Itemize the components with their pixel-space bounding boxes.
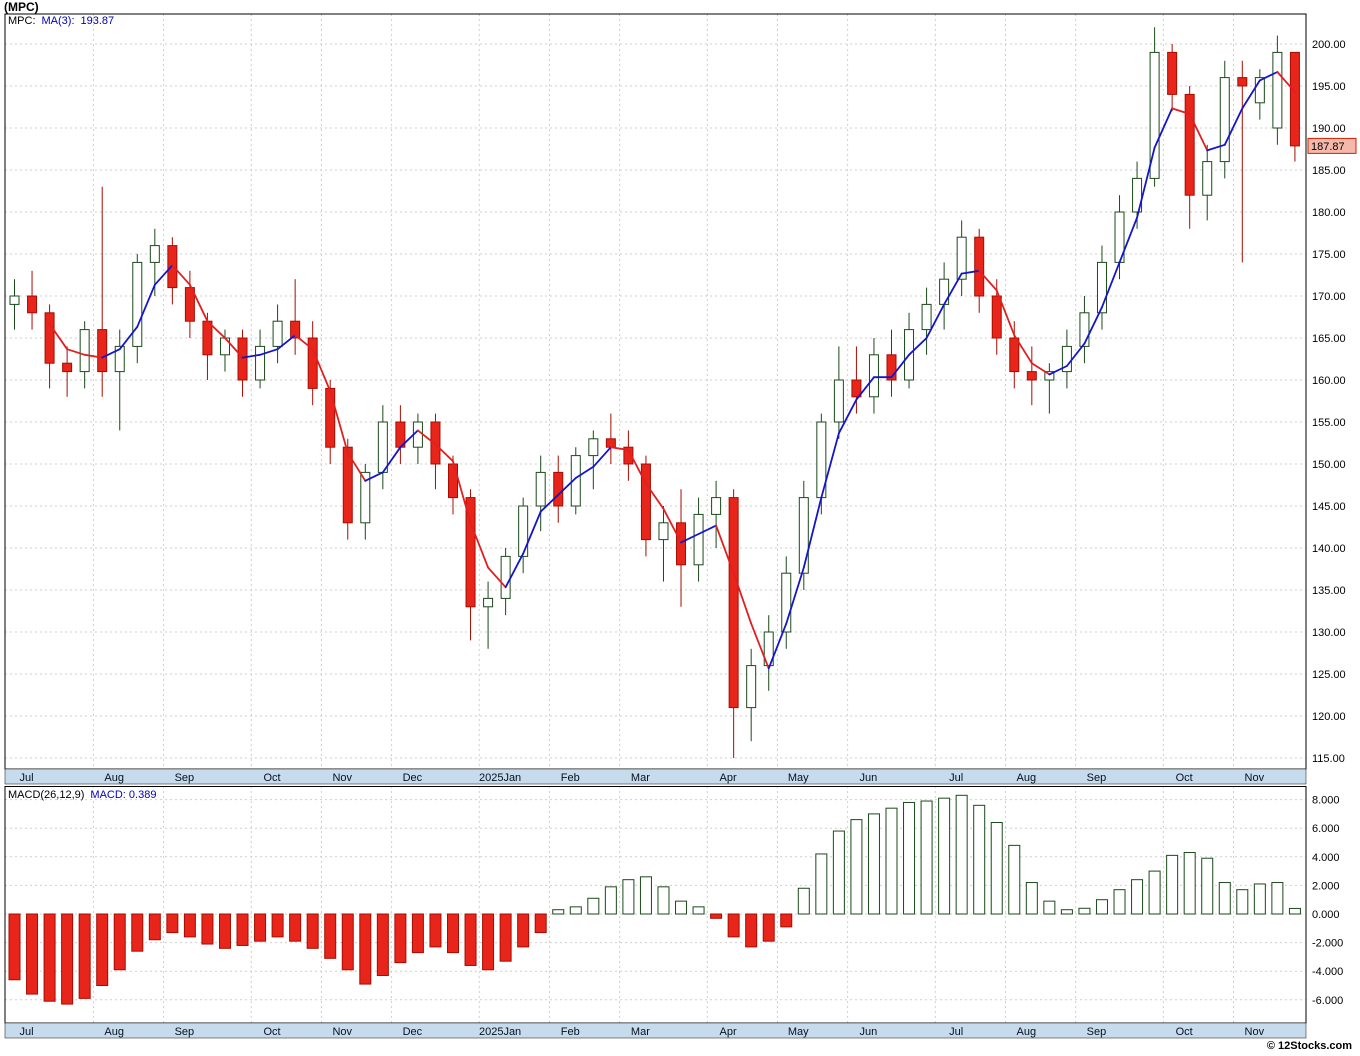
svg-text:Oct: Oct — [1176, 772, 1193, 784]
svg-text:Jul: Jul — [949, 1026, 963, 1038]
svg-text:Feb: Feb — [561, 772, 580, 784]
svg-text:Jul: Jul — [19, 772, 33, 784]
ma-label: MA(3): — [41, 15, 75, 27]
svg-text:Oct: Oct — [263, 772, 280, 784]
svg-text:Jul: Jul — [19, 1026, 33, 1038]
svg-text:135.00: 135.00 — [1312, 585, 1346, 597]
svg-text:4.000: 4.000 — [1312, 852, 1340, 864]
last-price-marker — [1307, 137, 1357, 154]
svg-text:Sep: Sep — [175, 1026, 195, 1038]
svg-text:2.000: 2.000 — [1312, 880, 1340, 892]
svg-text:Apr: Apr — [720, 772, 737, 784]
macd-axis-labels: 8.000 6.000 4.000 2.000 0.000 -2.000 -4.000 -6.… — [1312, 795, 1343, 1007]
macd-bars — [8, 794, 1301, 1005]
svg-text:190.00: 190.00 — [1312, 123, 1346, 135]
svg-text:150.00: 150.00 — [1312, 459, 1346, 471]
svg-text:0.000: 0.000 — [1312, 909, 1340, 921]
svg-text:Sep: Sep — [1087, 1026, 1107, 1038]
svg-text:Mar: Mar — [631, 1026, 650, 1038]
svg-text:Dec: Dec — [403, 1026, 423, 1038]
macd-month-labels: Jul Aug Sep Oct Nov Dec 2025Jan Feb Mar Apr May Jun… — [19, 1026, 1264, 1038]
svg-text:Aug: Aug — [104, 1026, 124, 1038]
svg-text:Mar: Mar — [631, 772, 650, 784]
ma3-line — [48, 71, 1296, 670]
svg-text:May: May — [788, 772, 809, 784]
svg-text:6.000: 6.000 — [1312, 823, 1340, 835]
price-month-labels: Jul Aug Sep Oct Nov Dec 2025Jan Feb Mar Apr May Jun… — [19, 772, 1264, 784]
macd-month-strip — [4, 1022, 1307, 1039]
svg-text:160.00: 160.00 — [1312, 375, 1346, 387]
svg-text:Apr: Apr — [720, 1026, 737, 1038]
svg-text:Aug: Aug — [104, 772, 124, 784]
symbol-label: MPC: — [8, 15, 36, 27]
svg-text:170.00: 170.00 — [1312, 291, 1346, 303]
svg-text:2025Jan: 2025Jan — [479, 1026, 521, 1038]
svg-text:-2.000: -2.000 — [1312, 938, 1343, 950]
price-gridlines — [5, 14, 1306, 769]
svg-text:180.00: 180.00 — [1312, 207, 1346, 219]
price-plot-border — [4, 13, 1307, 770]
page-title: (MPC) — [4, 0, 39, 14]
macd-histogram-chart: 8.000 6.000 4.000 2.000 0.000 -2.000 -4.000 -6.… — [4, 786, 1343, 1039]
macd-value-label: MACD: 0.389 — [90, 789, 157, 801]
svg-text:145.00: 145.00 — [1312, 501, 1346, 513]
macd-params-label: MACD(26,12,9) — [8, 789, 85, 801]
ma-value: 193.87 — [80, 15, 115, 27]
svg-text:Nov: Nov — [332, 772, 352, 784]
svg-text:195.00: 195.00 — [1312, 81, 1346, 93]
svg-text:Nov: Nov — [332, 1026, 352, 1038]
price-candlestick-chart: 200.00 195.00 190.00 185.00 180.00 175.00 170.… — [4, 13, 1357, 785]
svg-text:187.87: 187.87 — [1311, 141, 1345, 153]
svg-text:Aug: Aug — [1016, 772, 1036, 784]
watermark-12stocks: © 12Stocks.com — [1266, 1040, 1352, 1052]
svg-text:130.00: 130.00 — [1312, 627, 1346, 639]
svg-text:Jun: Jun — [860, 772, 878, 784]
svg-text:Nov: Nov — [1245, 772, 1265, 784]
svg-text:120.00: 120.00 — [1312, 711, 1346, 723]
svg-text:Aug: Aug — [1016, 1026, 1036, 1038]
svg-text:Oct: Oct — [1176, 1026, 1193, 1038]
svg-text:May: May — [788, 1026, 809, 1038]
svg-text:Jun: Jun — [860, 1026, 878, 1038]
svg-text:140.00: 140.00 — [1312, 543, 1346, 555]
price-month-strip — [4, 768, 1307, 785]
svg-text:Feb: Feb — [561, 1026, 580, 1038]
svg-text:Dec: Dec — [403, 772, 423, 784]
svg-text:185.00: 185.00 — [1312, 165, 1346, 177]
svg-text:Sep: Sep — [175, 772, 195, 784]
macd-gridlines — [5, 786, 1306, 1023]
svg-text:2025Jan: 2025Jan — [479, 772, 521, 784]
svg-text:-4.000: -4.000 — [1312, 966, 1343, 978]
price-axis-labels: 200.00 195.00 190.00 185.00 180.00 175.00 170.… — [1312, 39, 1346, 765]
svg-text:Jul: Jul — [949, 772, 963, 784]
svg-text:-6.000: -6.000 — [1312, 995, 1343, 1007]
svg-text:200.00: 200.00 — [1312, 39, 1346, 51]
svg-text:125.00: 125.00 — [1312, 669, 1346, 681]
macd-legend: MACD(26,12,9) MACD: 0.389 — [8, 789, 162, 801]
svg-text:Sep: Sep — [1087, 772, 1107, 784]
svg-text:8.000: 8.000 — [1312, 795, 1340, 807]
svg-text:175.00: 175.00 — [1312, 249, 1346, 261]
svg-text:Oct: Oct — [263, 1026, 280, 1038]
price-chart-legend: MPC: MA(3): 193.87 — [8, 15, 120, 27]
svg-text:115.00: 115.00 — [1312, 753, 1345, 765]
svg-text:Nov: Nov — [1245, 1026, 1265, 1038]
svg-text:155.00: 155.00 — [1312, 417, 1346, 429]
candles — [9, 27, 1300, 758]
svg-text:165.00: 165.00 — [1312, 333, 1346, 345]
macd-plot-border — [4, 786, 1307, 1024]
